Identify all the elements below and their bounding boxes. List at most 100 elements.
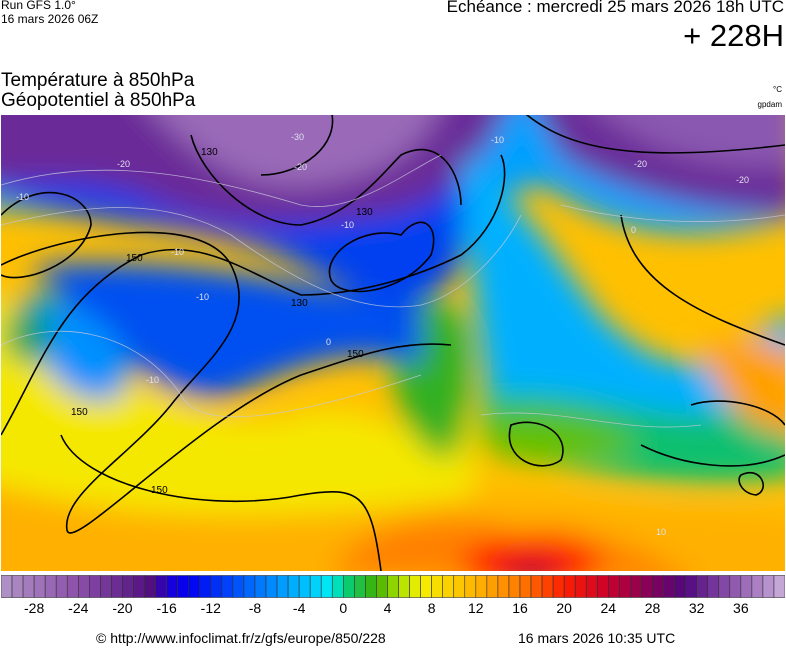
colorbar-cell	[574, 575, 587, 598]
isotherm-label: -10	[171, 247, 184, 257]
colorbar-cell	[376, 575, 388, 598]
colorbar-tick-label: 24	[600, 600, 617, 616]
colorbar-cell	[442, 575, 455, 598]
colorbar-cell	[464, 575, 477, 598]
colorbar-cell	[608, 575, 620, 598]
map-titles: Température à 850hPa Géopotentiel à 850h…	[1, 71, 195, 111]
isotherm-label: -20	[117, 159, 130, 169]
colorbar-tick-label: -28	[24, 600, 45, 616]
title-temperature: Température à 850hPa	[1, 70, 195, 91]
contour-label: 130	[356, 207, 373, 218]
colorbar-cell	[111, 575, 123, 598]
contour-label: 150	[347, 349, 364, 360]
weather-map: 150 150 150 150 130 130 130 -30 -20 -20 …	[1, 115, 785, 571]
colorbar-cell	[420, 575, 432, 598]
colorbar-cell	[619, 575, 631, 598]
colorbar-cell	[298, 575, 311, 598]
colorbar-cell	[166, 575, 178, 598]
colorbar-cell	[188, 575, 201, 598]
colorbar-cell	[199, 575, 212, 598]
geopotential-labels: 150 150 150 150 130 130 130	[71, 147, 373, 496]
colorbar-cell	[55, 575, 68, 598]
colorbar-cell	[641, 575, 653, 598]
colorbar-cell	[751, 575, 764, 598]
contour-label: 130	[291, 298, 308, 309]
colorbar-tick-label: -20	[112, 600, 133, 616]
colorbar-cell	[652, 575, 664, 598]
colorbar-tick-label: 32	[688, 600, 705, 616]
isotherm-label: -10	[16, 192, 29, 202]
colorbar-cell	[519, 575, 532, 598]
colorbar-cell	[221, 575, 234, 598]
colorbar-cell	[773, 575, 785, 598]
colorbar-cell	[33, 575, 46, 598]
colorbar-tick-label: 0	[339, 600, 348, 616]
colorbar-cell	[89, 575, 101, 598]
colorbar-cell	[530, 575, 543, 598]
colorbar-cell	[707, 575, 720, 598]
isotherm-label: 10	[656, 527, 666, 537]
colorbar-cell	[11, 575, 24, 598]
colorbar-tick-label: -16	[156, 600, 177, 616]
generation-time: 16 mars 2026 10:35 UTC	[518, 630, 676, 646]
unit-temperature: °C	[773, 85, 782, 94]
colorbar-cell	[398, 575, 410, 598]
colorbar-cell	[762, 575, 775, 598]
colorbar-cell	[431, 575, 443, 598]
colorbar-tick-label: 16	[512, 600, 528, 616]
colorbar-cell	[309, 575, 322, 598]
colorbar-cell	[1, 575, 13, 598]
title-geopotential: Géopotentiel à 850hPa	[1, 90, 196, 111]
colorbar-cell	[144, 575, 156, 598]
colorbar-cell	[210, 575, 223, 598]
isotherm-label: 0	[631, 225, 636, 235]
contour-label: 150	[126, 253, 143, 264]
colorbar-tick-label: -8	[248, 600, 262, 616]
temperature-labels: -30 -20 -20 -20 -20 -10 -10 -10 -10 -10 …	[16, 132, 749, 537]
colorbar-cell	[66, 575, 79, 598]
colorbar-cell	[155, 575, 167, 598]
colorbar-cell	[287, 575, 300, 598]
colorbar-cell	[354, 575, 366, 598]
colorbar-cell	[276, 575, 289, 598]
colorbar-cell	[740, 575, 753, 598]
colorbar-cell	[552, 575, 565, 598]
temperature-colorbar	[1, 575, 785, 598]
colorbar-cell	[331, 575, 344, 598]
colorbar-cell	[685, 575, 697, 598]
colorbar-cell	[729, 575, 742, 598]
isotherm-label: -20	[634, 159, 647, 169]
colorbar-cell	[44, 575, 57, 598]
colorbar-cell	[243, 575, 256, 598]
colorbar-cell	[22, 575, 35, 598]
forecast-valid-time: Echéance : mercredi 25 mars 2026 18h UTC	[446, 0, 784, 16]
colorbar-cell	[77, 575, 90, 598]
colorbar-cell	[696, 575, 709, 598]
colorbar-tick-label: -4	[292, 600, 306, 616]
colorbar-cell	[409, 575, 421, 598]
colorbar-cell	[718, 575, 731, 598]
run-model: Run GFS 1.0°	[1, 0, 76, 12]
colorbar-tick-label: 4	[383, 600, 392, 616]
contour-label: 130	[201, 147, 218, 158]
copyright-source: © http://www.infoclimat.fr/z/gfs/europe/…	[96, 630, 386, 646]
run-info: Run GFS 1.0° 16 mars 2026 06Z	[1, 0, 98, 26]
colorbar-tick-label: 36	[733, 600, 749, 616]
colorbar-cell	[320, 575, 333, 598]
colorbar-cell	[497, 575, 510, 598]
isotherm-label: -30	[291, 132, 304, 142]
colorbar-cell	[508, 575, 521, 598]
colorbar-cell	[122, 575, 134, 598]
colorbar-cell	[232, 575, 245, 598]
colorbar-cell	[585, 575, 598, 598]
colorbar-cell	[254, 575, 267, 598]
colorbar-cell	[365, 575, 377, 598]
colorbar-tick-label: -12	[200, 600, 221, 616]
isotherm-label: -20	[294, 162, 307, 172]
colorbar-tick-label: 28	[644, 600, 661, 616]
colorbar-cell	[486, 575, 499, 598]
colorbar-tick-label: 8	[427, 600, 436, 616]
colorbar-cell	[177, 575, 190, 598]
colorbar-cell	[133, 575, 145, 598]
isotherm-label: -10	[196, 292, 209, 302]
